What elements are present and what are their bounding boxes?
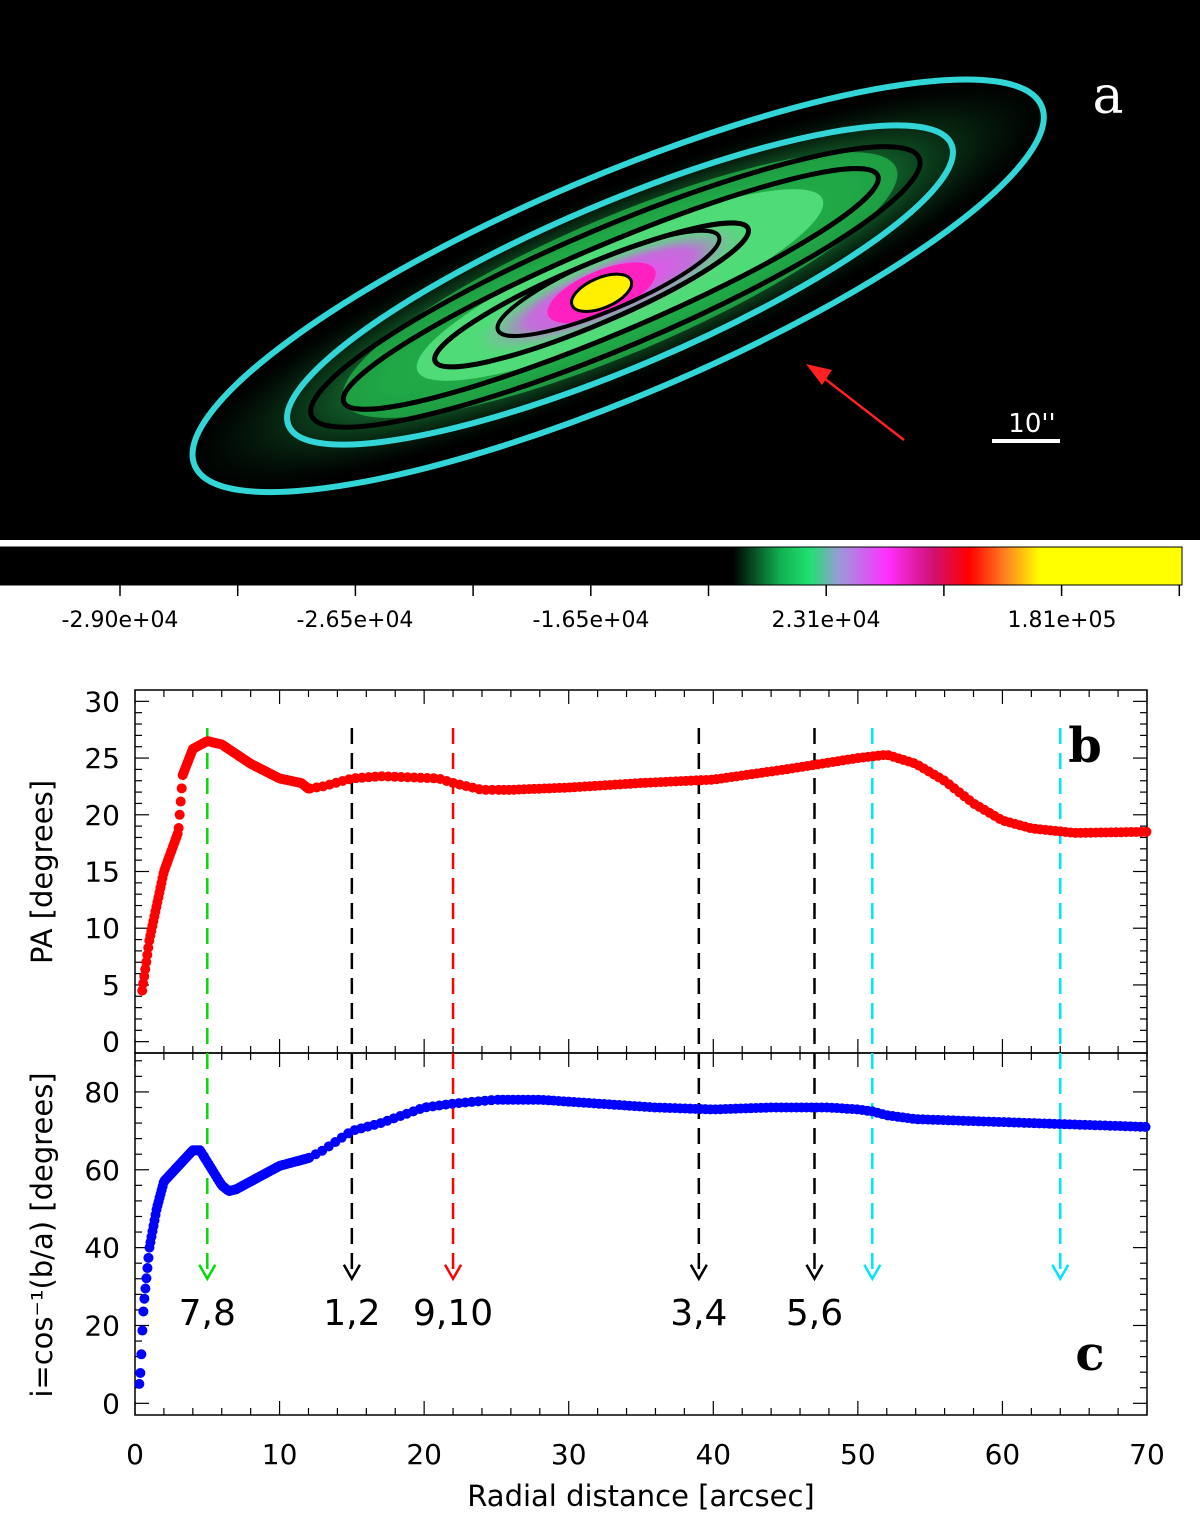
data-point — [175, 796, 186, 807]
scale-bar-label: 10'' — [1008, 409, 1055, 439]
y-tick-label: 20 — [84, 1309, 120, 1342]
data-point — [1141, 826, 1152, 837]
marker-label: 7,8 — [179, 1293, 236, 1334]
pa-series — [137, 736, 1152, 996]
galaxy-image-panel: 10'' a — [0, 0, 1200, 540]
data-point — [139, 1293, 150, 1304]
x-tick-label: 50 — [840, 1438, 876, 1471]
data-point — [136, 1349, 147, 1360]
data-point — [142, 1263, 153, 1274]
marker-arrow-head — [805, 1264, 824, 1282]
data-point — [173, 823, 184, 834]
marker-label: 5,6 — [786, 1293, 843, 1334]
colorbar-tick-label: 2.31e+04 — [772, 608, 881, 633]
x-tick-label: 60 — [985, 1438, 1021, 1471]
y-tick-label: 10 — [84, 912, 120, 945]
galaxy-nucleus — [570, 272, 634, 313]
contour-black-1 — [308, 144, 923, 430]
profile-plots: 0 10 20 30 40 50 60 70 0 5 10 15 20 25 30 0 20 40 60 80 7,8 1… — [25, 685, 1165, 1513]
x-tick-label: 70 — [1129, 1438, 1165, 1471]
data-point — [143, 1252, 154, 1263]
data-point — [176, 783, 187, 794]
data-point — [141, 1273, 152, 1284]
x-tick-label: 10 — [262, 1438, 298, 1471]
pointer-arrow-line — [819, 374, 905, 441]
colorbar-tick-label: -2.90e+04 — [62, 608, 179, 633]
contour-black-2 — [340, 166, 881, 412]
colorbar-tick-label: -1.65e+04 — [533, 608, 650, 633]
panel-b-frame — [134, 689, 1148, 1054]
colorbar: -2.90e+04 -2.65e+04 -1.65e+04 2.31e+04 1… — [0, 546, 1183, 633]
y-tick-label: 25 — [84, 742, 120, 775]
data-point — [134, 1378, 145, 1389]
marker-label: 1,2 — [323, 1293, 380, 1334]
marker-label: 3,4 — [670, 1293, 727, 1334]
x-tick-label: 30 — [551, 1438, 587, 1471]
data-point — [1140, 1121, 1151, 1132]
colorbar-tick-label: 1.81e+05 — [1008, 608, 1117, 633]
marker-arrow-head — [198, 1264, 217, 1282]
marker-arrow-head — [1051, 1264, 1070, 1282]
marker-arrow-head — [689, 1264, 708, 1282]
marker-label: 9,10 — [413, 1293, 493, 1334]
panel-c-letter: c — [1075, 1326, 1104, 1382]
data-point — [137, 1325, 148, 1336]
y-tick-label: 40 — [84, 1232, 120, 1265]
x-tick-label: 0 — [126, 1438, 144, 1471]
marker-arrow-head — [863, 1264, 882, 1282]
panel-c-frame — [134, 1052, 1148, 1416]
x-axis-title: Radial distance [arcsec] — [467, 1479, 814, 1513]
x-tick-label: 40 — [695, 1438, 731, 1471]
colorbar-tick-label: -2.65e+04 — [297, 608, 414, 633]
scale-bar — [992, 439, 1060, 443]
data-point — [138, 1306, 149, 1317]
x-tick-label: 20 — [406, 1438, 442, 1471]
marker-arrow-head — [342, 1264, 361, 1282]
y-tick-label: 0 — [102, 1026, 120, 1059]
panel-b-ylabel: PA [degrees] — [25, 780, 59, 964]
pointer-arrow-head — [806, 364, 832, 385]
panel-b-letter: b — [1068, 718, 1102, 774]
panel-c-ylabel: i=cos⁻¹(b/a) [degrees] — [25, 1072, 59, 1397]
y-tick-label: 5 — [102, 969, 120, 1002]
y-tick-label: 30 — [84, 685, 120, 718]
y-tick-label: 0 — [102, 1387, 120, 1420]
colorbar-gradient — [0, 546, 1183, 586]
y-tick-label: 80 — [84, 1076, 120, 1109]
data-point — [174, 809, 185, 820]
y-tick-label: 15 — [84, 856, 120, 889]
data-point — [140, 1283, 151, 1294]
panel-a-letter: a — [1092, 66, 1123, 126]
contour-outer-cyan-2 — [284, 122, 956, 448]
inclination-series — [134, 1094, 1151, 1389]
y-tick-label: 60 — [84, 1154, 120, 1187]
contour-outer-cyan-1 — [189, 76, 1047, 496]
y-tick-label: 20 — [84, 799, 120, 832]
marker-arrow-head — [443, 1264, 463, 1282]
data-point — [135, 1367, 146, 1378]
contour-black-4 — [495, 228, 722, 339]
